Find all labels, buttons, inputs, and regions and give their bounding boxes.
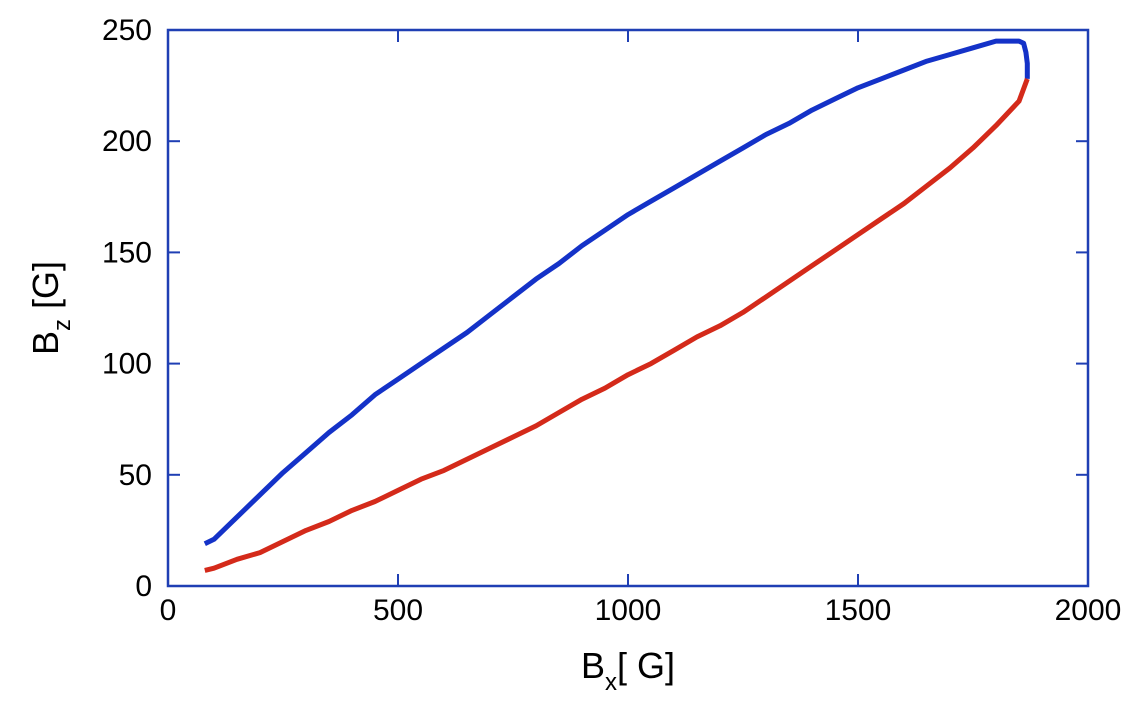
x-axis-title: Bx[ G] — [581, 645, 675, 696]
y-axis-title-sub: z — [49, 319, 76, 331]
x-axis-title-base: B — [581, 645, 605, 686]
x-tick-labels: 0 500 1000 1500 2000 — [160, 594, 1122, 627]
x-tick-label: 0 — [160, 594, 177, 627]
x-axis-title-suffix: [ G] — [617, 645, 675, 686]
x-tick-label: 2000 — [1055, 594, 1122, 627]
x-tick-label: 1000 — [595, 594, 662, 627]
y-axis-title-base: B — [25, 331, 66, 355]
y-axis-title: Bz [G] — [25, 261, 76, 355]
plot-frame — [166, 28, 1090, 588]
y-tick-label: 200 — [102, 125, 152, 158]
series-layer — [203, 38, 1030, 573]
y-tick-label: 250 — [102, 14, 152, 47]
y-axis-title-suffix: [G] — [25, 261, 66, 319]
series-line-blue — [203, 38, 1030, 546]
x-axis-title-sub: x — [605, 669, 617, 696]
x-tick-label: 500 — [373, 594, 423, 627]
x-tick-label: 1500 — [825, 594, 892, 627]
y-tick-label: 0 — [135, 570, 152, 603]
series-line-red — [204, 78, 1030, 573]
y-tick-label: 150 — [102, 236, 152, 269]
axis-ticks — [167, 29, 1089, 587]
y-tick-labels: 0 50 100 150 200 250 — [102, 14, 152, 603]
plot-area — [166, 28, 1090, 588]
y-tick-label: 100 — [102, 348, 152, 381]
y-tick-label: 50 — [119, 459, 152, 492]
